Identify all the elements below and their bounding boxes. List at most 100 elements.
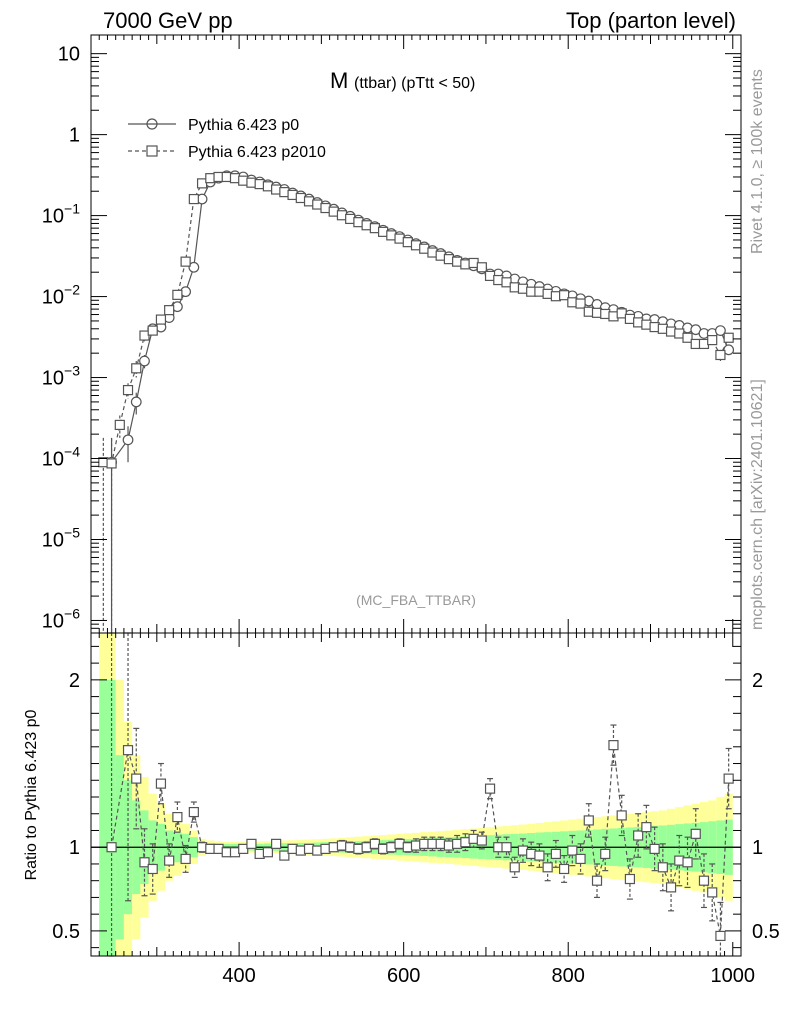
ratio-panel-ticks: 0.5 0.5 1 1 2 2 400 600 800 1000 (52, 633, 780, 987)
main-ytick-label-base: 10 (42, 610, 64, 632)
main-ytick-label-base: 10 (42, 287, 64, 309)
header-left: 7000 GeV pp (103, 8, 233, 33)
data-point-square (575, 298, 586, 309)
x-tick-label: 800 (552, 965, 585, 987)
legend-entry-p0: Pythia 6.423 p0 (128, 117, 299, 134)
ratio-point-square (476, 835, 487, 846)
ratio-point-square (715, 930, 726, 942)
ratio-point-square (106, 842, 117, 853)
legend-marker-square (146, 145, 158, 157)
ratio-point-square (188, 806, 199, 818)
main-ytick-label: 10−1 (42, 201, 80, 228)
legend-label-p0: Pythia 6.423 p0 (188, 117, 299, 134)
legend-label-p2010: Pythia 6.423 p2010 (188, 144, 326, 161)
ratio-point-square (550, 848, 561, 860)
data-point-square (131, 363, 142, 374)
ratio-ytick-label-left: 1 (69, 837, 80, 859)
main-ytick-label: 10−6 (42, 605, 80, 632)
legend-marker-circle (146, 118, 158, 130)
ratio-panel-series (106, 632, 734, 957)
main-panel-series (98, 170, 735, 633)
ratio-ytick-label-left: 2 (69, 670, 80, 692)
data-point-square (106, 458, 117, 469)
data-point-square (122, 384, 134, 396)
ratio-point-square (262, 847, 273, 858)
data-point-square (147, 325, 158, 336)
ratio-point-square (575, 853, 586, 865)
legend: Pythia 6.423 p0 Pythia 6.423 p2010 (128, 117, 326, 161)
ratio-point-square (279, 850, 290, 861)
ratio-point-square (690, 828, 701, 839)
ratio-point-square (509, 862, 520, 873)
data-point-square (164, 305, 175, 316)
data-point-square (180, 256, 191, 267)
ratio-point-square (723, 773, 734, 784)
data-point-circle (139, 355, 150, 367)
ratio-point-square (698, 875, 710, 886)
main-ytick-label-exponent: −4 (64, 444, 80, 460)
data-point-square (114, 419, 125, 431)
ratio-point-square (559, 863, 570, 875)
main-ytick-label-exponent: −2 (64, 282, 80, 298)
main-ytick-label: 10 (58, 44, 80, 66)
data-point-circle (188, 261, 200, 273)
data-point-circle (715, 325, 726, 336)
ratio-point-square (583, 815, 594, 826)
ratio-point-square (122, 745, 134, 756)
ratio-ytick-label-left: 0.5 (52, 921, 80, 943)
ratio-point-square (139, 857, 150, 868)
main-ytick-label: 10−2 (42, 282, 80, 309)
ratio-point-square (271, 838, 282, 849)
main-ytick-label-base: 10 (42, 449, 64, 471)
main-ytick-label-base: 10 (58, 44, 80, 66)
ratio-point-square (147, 863, 158, 875)
main-ytick-label: 10−4 (42, 444, 80, 471)
main-ytick-label-exponent: −1 (64, 201, 80, 217)
ratio-ytick-label-right: 1 (752, 837, 763, 859)
x-tick-label: 1000 (711, 965, 756, 987)
data-point-square (155, 314, 167, 325)
main-ytick-label-exponent: −3 (64, 363, 80, 379)
ratio-ytick-label-right: 2 (752, 670, 763, 692)
ratio-point-square (624, 873, 636, 885)
plot-title-sub: (ttbar) (pTtt < 50) (354, 75, 475, 92)
ratio-point-square (542, 862, 553, 873)
ratio-point-square (600, 848, 611, 860)
ratio-point-square (633, 830, 644, 841)
data-point-circle (723, 344, 735, 356)
ratio-point-square (172, 811, 183, 823)
main-ytick-label: 1 (69, 125, 80, 147)
header-right: Top (parton level) (566, 8, 736, 33)
main-ytick-label-base: 10 (42, 368, 64, 390)
ratio-y-axis-label: Ratio to Pythia 6.423 p0 (23, 710, 40, 881)
ratio-point-square (591, 875, 603, 886)
ratio-panel-frame (90, 632, 742, 957)
ratio-point-square (707, 887, 718, 898)
ratio-point-square (616, 810, 627, 821)
data-point-square (723, 332, 734, 343)
data-point-square (559, 290, 570, 301)
main-ytick-label-exponent: −6 (64, 605, 80, 621)
ratio-point-square (534, 850, 545, 861)
ratio-band-green (107, 679, 116, 956)
main-ytick-label-base: 1 (69, 125, 80, 147)
data-point-square (707, 335, 718, 346)
main-ytick-label-exponent: −5 (64, 524, 80, 540)
ratio-panel-bands (91, 633, 741, 956)
ratio-point-square (246, 838, 257, 849)
ratio-band-green (99, 679, 108, 956)
data-point-square (616, 308, 627, 319)
ratio-point-square (501, 842, 512, 853)
main-ytick-label-base: 10 (42, 206, 64, 228)
ratio-point-square (131, 773, 142, 784)
legend-entry-p2010: Pythia 6.423 p2010 (128, 144, 326, 161)
data-point-square (476, 262, 487, 273)
plot-title-main: M (330, 68, 348, 93)
main-ytick-label: 10−3 (42, 363, 80, 390)
ratio-point-square (567, 845, 578, 856)
ratio-point-square (608, 740, 619, 751)
ratio-point-square (484, 783, 496, 794)
